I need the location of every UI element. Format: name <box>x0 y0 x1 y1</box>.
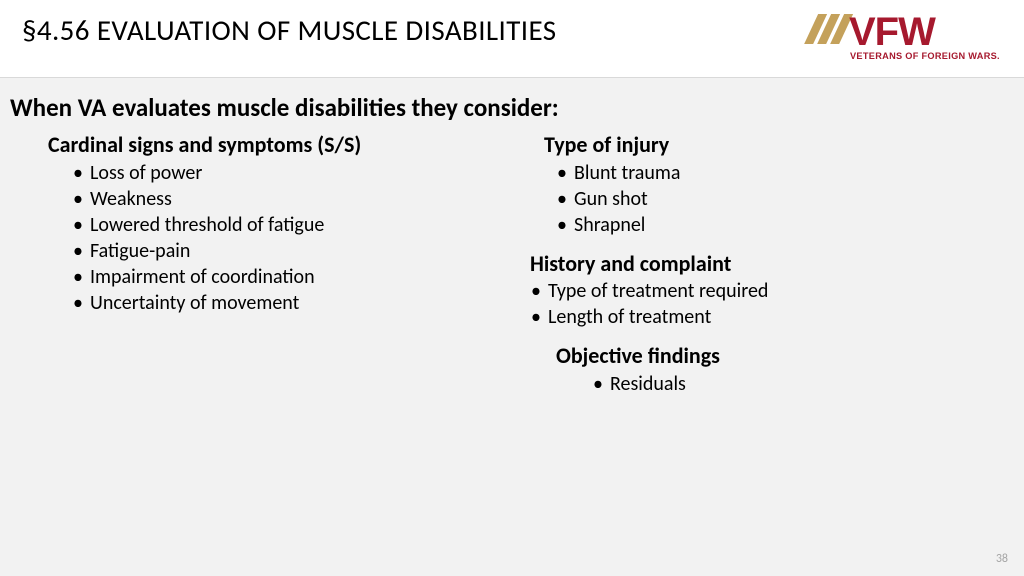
slide-body: When VA evaluates muscle disabilities th… <box>0 78 1024 576</box>
type-of-injury-list: Blunt trauma Gun shot Shrapnel <box>544 160 970 238</box>
cardinal-signs-heading: Cardinal signs and symptoms (S/S) <box>48 131 522 159</box>
page-number: 38 <box>996 552 1008 566</box>
list-item: Residuals <box>592 371 970 397</box>
type-of-injury-block: Type of injury Blunt trauma Gun shot Shr… <box>522 131 970 238</box>
list-item: Gun shot <box>556 186 970 212</box>
list-item: Shrapnel <box>556 212 970 238</box>
history-heading: History and complaint <box>530 250 970 278</box>
slide: §4.56 EVALUATION OF MUSCLE DISABILITIES … <box>0 0 1024 576</box>
logo-acronym: VFW <box>849 10 936 54</box>
list-item: Length of treatment <box>530 304 970 330</box>
history-list: Type of treatment required Length of tre… <box>530 278 970 330</box>
list-item: Weakness <box>72 186 522 212</box>
objective-findings-list: Residuals <box>556 371 970 397</box>
list-item: Lowered threshold of fatigue <box>72 212 522 238</box>
slide-title: §4.56 EVALUATION OF MUSCLE DISABILITIES <box>22 12 556 48</box>
left-column: Cardinal signs and symptoms (S/S) Loss o… <box>10 131 522 409</box>
list-item: Impairment of coordination <box>72 264 522 290</box>
vfw-logo: VFW VETERANS OF FOREIGN WARS. <box>802 10 1002 66</box>
logo-subtitle: VETERANS OF FOREIGN WARS. <box>850 51 1000 61</box>
list-item: Blunt trauma <box>556 160 970 186</box>
content-columns: Cardinal signs and symptoms (S/S) Loss o… <box>10 131 1024 409</box>
cardinal-signs-list: Loss of power Weakness Lowered threshold… <box>48 160 522 316</box>
list-item: Fatigue-pain <box>72 238 522 264</box>
list-item: Type of treatment required <box>530 278 970 304</box>
slide-header: §4.56 EVALUATION OF MUSCLE DISABILITIES … <box>0 0 1024 78</box>
objective-findings-heading: Objective findings <box>556 342 970 370</box>
type-of-injury-heading: Type of injury <box>544 131 970 159</box>
list-item: Loss of power <box>72 160 522 186</box>
history-block: History and complaint Type of treatment … <box>522 250 970 331</box>
right-column: Type of injury Blunt trauma Gun shot Shr… <box>522 131 970 409</box>
list-item: Uncertainty of movement <box>72 290 522 316</box>
cardinal-signs-block: Cardinal signs and symptoms (S/S) Loss o… <box>48 131 522 316</box>
objective-findings-block: Objective findings Residuals <box>522 342 970 397</box>
slide-subheading: When VA evaluates muscle disabilities th… <box>10 92 1024 123</box>
